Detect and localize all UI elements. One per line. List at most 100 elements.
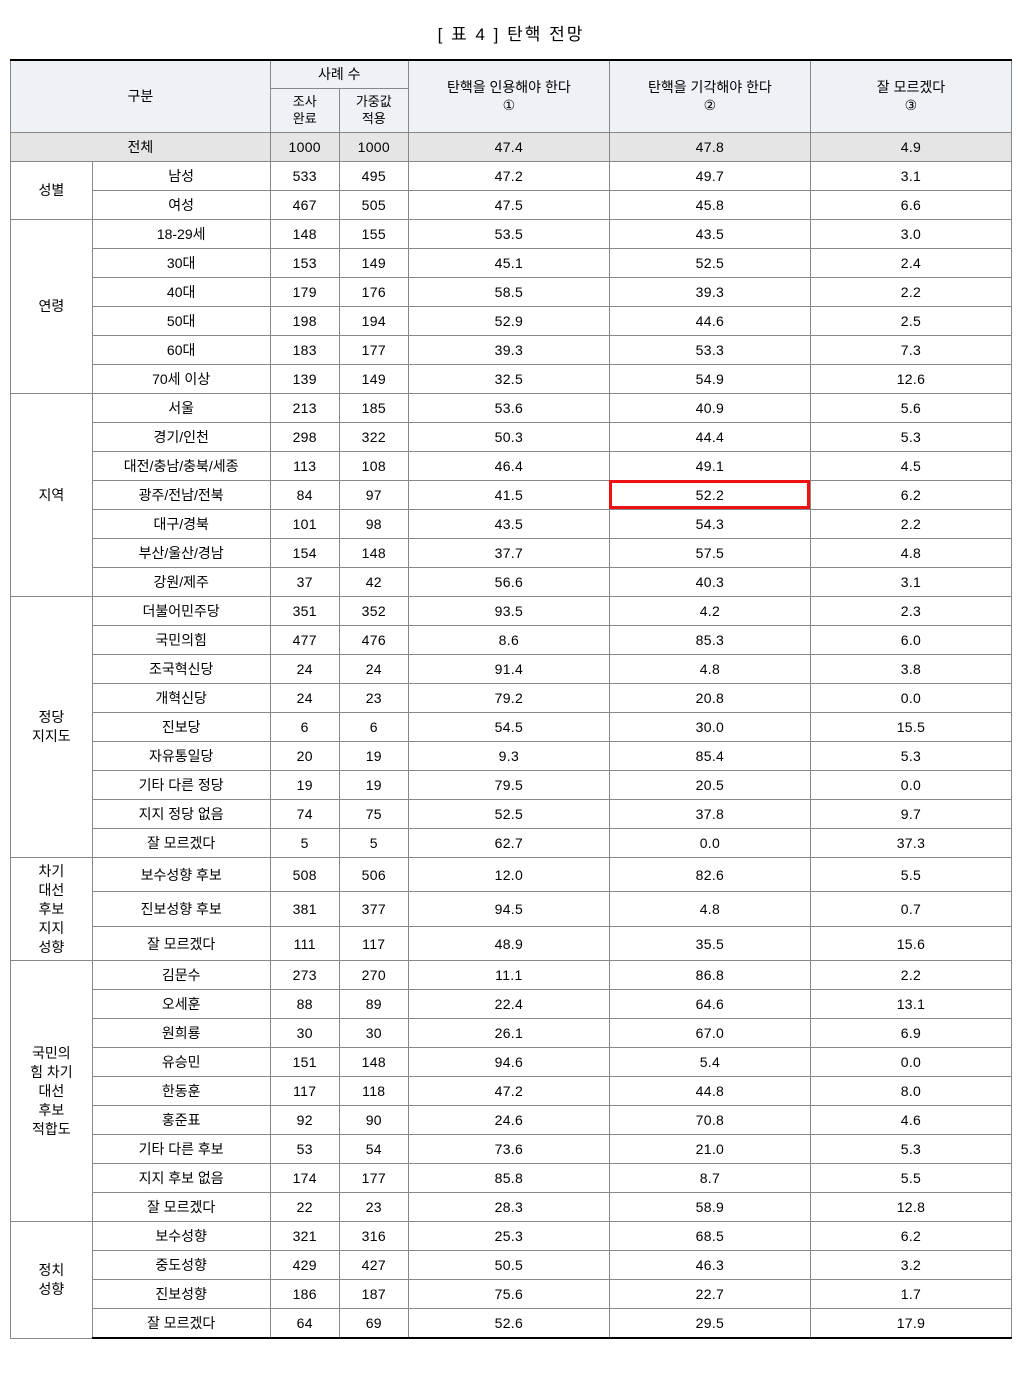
cell-v3: 0.7 (810, 892, 1011, 926)
cell-n1: 186 (270, 1280, 339, 1309)
cell-label: 여성 (92, 190, 270, 219)
cell-v3: 0.0 (810, 683, 1011, 712)
cell-v2: 49.1 (609, 451, 810, 480)
table-row: 중도성향42942750.546.33.2 (11, 1251, 1012, 1280)
cell-v3: 4.8 (810, 538, 1011, 567)
cell-v1: 39.3 (408, 335, 609, 364)
cell-v1: 22.4 (408, 990, 609, 1019)
cell-n2: 89 (339, 990, 408, 1019)
cell-label: 유승민 (92, 1048, 270, 1077)
table-header: 구분 사례 수 탄핵을 인용해야 한다① 탄핵을 기각해야 한다② 잘 모르겠다… (11, 60, 1012, 132)
table-row: 한동훈11711847.244.88.0 (11, 1077, 1012, 1106)
cell-v3: 3.1 (810, 161, 1011, 190)
cell-v2: 4.8 (609, 654, 810, 683)
table-row: 강원/제주374256.640.33.1 (11, 567, 1012, 596)
header-sample: 사례 수 (270, 60, 408, 88)
table-row: 40대17917658.539.32.2 (11, 277, 1012, 306)
cell-n2: 54 (339, 1135, 408, 1164)
cell-n2: 176 (339, 277, 408, 306)
cell-n2: 97 (339, 480, 408, 509)
header-q2: 탄핵을 기각해야 한다② (609, 60, 810, 132)
cell-v3: 0.0 (810, 1048, 1011, 1077)
cell-v1: 37.7 (408, 538, 609, 567)
cell-label: 기타 다른 정당 (92, 770, 270, 799)
cell-v2: 5.4 (609, 1048, 810, 1077)
cell-n2: 30 (339, 1019, 408, 1048)
cell-label: 국민의힘 (92, 625, 270, 654)
cell-label: 잘 모르겠다 (92, 1309, 270, 1339)
cell-v1: 46.4 (408, 451, 609, 480)
cell-v3: 12.8 (810, 1193, 1011, 1222)
cell-category: 지역 (11, 393, 93, 596)
cell-v1: 79.5 (408, 770, 609, 799)
table-row: 진보당6654.530.015.5 (11, 712, 1012, 741)
cell-label: 30대 (92, 248, 270, 277)
cell-label: 경기/인천 (92, 422, 270, 451)
cell-n2: 316 (339, 1222, 408, 1251)
cell-label: 전체 (11, 132, 271, 161)
cell-v2: 40.9 (609, 393, 810, 422)
table-row: 유승민15114894.65.40.0 (11, 1048, 1012, 1077)
cell-n1: 5 (270, 828, 339, 857)
crosstab-table: 구분 사례 수 탄핵을 인용해야 한다① 탄핵을 기각해야 한다② 잘 모르겠다… (10, 59, 1012, 1339)
cell-v3: 5.6 (810, 393, 1011, 422)
cell-v3: 2.2 (810, 277, 1011, 306)
cell-v2: 52.2 (609, 480, 810, 509)
cell-label: 보수성향 (92, 1222, 270, 1251)
cell-v1: 47.2 (408, 161, 609, 190)
cell-v1: 9.3 (408, 741, 609, 770)
cell-v3: 2.2 (810, 961, 1011, 990)
cell-label: 대구/경북 (92, 509, 270, 538)
cell-v3: 0.0 (810, 770, 1011, 799)
cell-label: 40대 (92, 277, 270, 306)
table-row: 진보성향18618775.622.71.7 (11, 1280, 1012, 1309)
table-row: 원희룡303026.167.06.9 (11, 1019, 1012, 1048)
cell-n1: 213 (270, 393, 339, 422)
cell-label: 중도성향 (92, 1251, 270, 1280)
cell-v1: 43.5 (408, 509, 609, 538)
cell-v1: 28.3 (408, 1193, 609, 1222)
cell-n2: 19 (339, 741, 408, 770)
cell-v2: 49.7 (609, 161, 810, 190)
cell-n2: 5 (339, 828, 408, 857)
cell-n2: 377 (339, 892, 408, 926)
cell-n1: 1000 (270, 132, 339, 161)
cell-v2: 85.3 (609, 625, 810, 654)
cell-n1: 111 (270, 926, 339, 960)
cell-v3: 9.7 (810, 799, 1011, 828)
cell-v3: 6.2 (810, 480, 1011, 509)
cell-v3: 2.4 (810, 248, 1011, 277)
table-row: 진보성향 후보38137794.54.80.7 (11, 892, 1012, 926)
header-sample-raw: 조사완료 (270, 88, 339, 132)
cell-v3: 5.5 (810, 1164, 1011, 1193)
cell-v3: 8.0 (810, 1077, 1011, 1106)
table-row: 광주/전남/전북849741.552.26.2 (11, 480, 1012, 509)
cell-n1: 321 (270, 1222, 339, 1251)
table-row: 30대15314945.152.52.4 (11, 248, 1012, 277)
cell-v1: 50.3 (408, 422, 609, 451)
cell-n1: 467 (270, 190, 339, 219)
cell-v2: 47.8 (609, 132, 810, 161)
cell-n2: 149 (339, 248, 408, 277)
cell-n1: 508 (270, 857, 339, 891)
cell-n1: 381 (270, 892, 339, 926)
table-row-total: 전체1000100047.447.84.9 (11, 132, 1012, 161)
cell-v2: 4.2 (609, 596, 810, 625)
table-row: 조국혁신당242491.44.83.8 (11, 654, 1012, 683)
cell-v2: 29.5 (609, 1309, 810, 1339)
cell-v1: 75.6 (408, 1280, 609, 1309)
cell-n2: 185 (339, 393, 408, 422)
cell-n2: 69 (339, 1309, 408, 1339)
cell-category: 국민의힘 차기대선후보적합도 (11, 961, 93, 1222)
cell-v2: 22.7 (609, 1280, 810, 1309)
cell-label: 한동훈 (92, 1077, 270, 1106)
table-row: 잘 모르겠다5562.70.037.3 (11, 828, 1012, 857)
cell-category: 성별 (11, 161, 93, 219)
header-sample-weighted: 가중값적용 (339, 88, 408, 132)
cell-label: 더불어민주당 (92, 596, 270, 625)
cell-n1: 53 (270, 1135, 339, 1164)
cell-v3: 15.5 (810, 712, 1011, 741)
cell-label: 진보당 (92, 712, 270, 741)
table-row: 지지 정당 없음747552.537.89.7 (11, 799, 1012, 828)
cell-v3: 37.3 (810, 828, 1011, 857)
